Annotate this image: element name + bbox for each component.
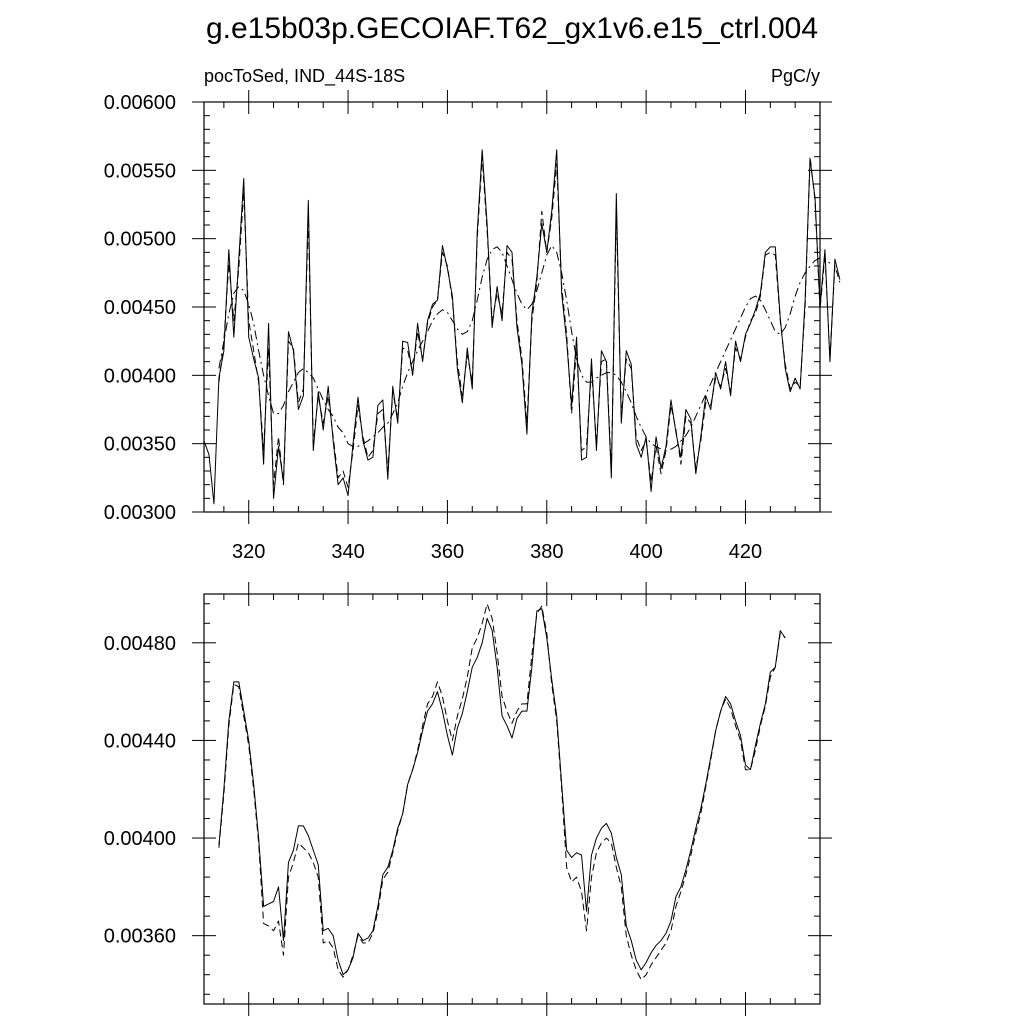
y-tick-label: 0.00440 [104,730,176,752]
x-tick-label: 340 [331,541,364,563]
bottom-series-group [218,603,786,981]
y-tick-label: 0.00480 [104,633,176,655]
y-tick-label: 0.00360 [104,926,176,948]
series-line-dashed [218,156,841,488]
top-units-label: PgC/y [771,66,820,86]
chart-title: g.e15b03p.GECOIAF.T62_gx1v6.e15_ctrl.004 [206,12,818,45]
y-tick-label: 0.00350 [104,434,176,456]
bottom-axis-ticks: 0.00360 0.00400 0.00440 0.00480 [104,582,832,1016]
x-tick-label: 420 [729,541,762,563]
series-line-dashdot [218,245,831,451]
y-tick-label: 0.00400 [104,828,176,850]
series-line-dashed [218,603,786,981]
series-line-solid [218,608,786,976]
bottom-plot-frame [203,593,821,1005]
y-tick-label: 0.00600 [104,92,176,114]
top-axis-ticks: 320 340 360 380 400 420 0.00300 0.00350 0.00400 0… [104,90,832,563]
x-tick-label: 400 [629,541,662,563]
series-line-solid [203,149,841,505]
y-tick-label: 0.00300 [104,502,176,524]
bottom-panel: 0.00360 0.00400 0.00440 0.00480 [104,582,832,1016]
y-tick-label: 0.00400 [104,365,176,387]
top-left-label: pocToSed, IND_44S-18S [204,66,405,87]
top-panel: pocToSed, IND_44S-18S PgC/y 320 340 360 380… [104,66,841,563]
y-tick-label: 0.00550 [104,160,176,182]
y-tick-label: 0.00500 [104,229,176,251]
y-tick-label: 0.00450 [104,297,176,319]
x-tick-label: 380 [530,541,563,563]
top-series-group [203,149,841,505]
top-plot-frame [203,101,821,513]
x-tick-label: 360 [431,541,464,563]
x-tick-label: 320 [232,541,265,563]
